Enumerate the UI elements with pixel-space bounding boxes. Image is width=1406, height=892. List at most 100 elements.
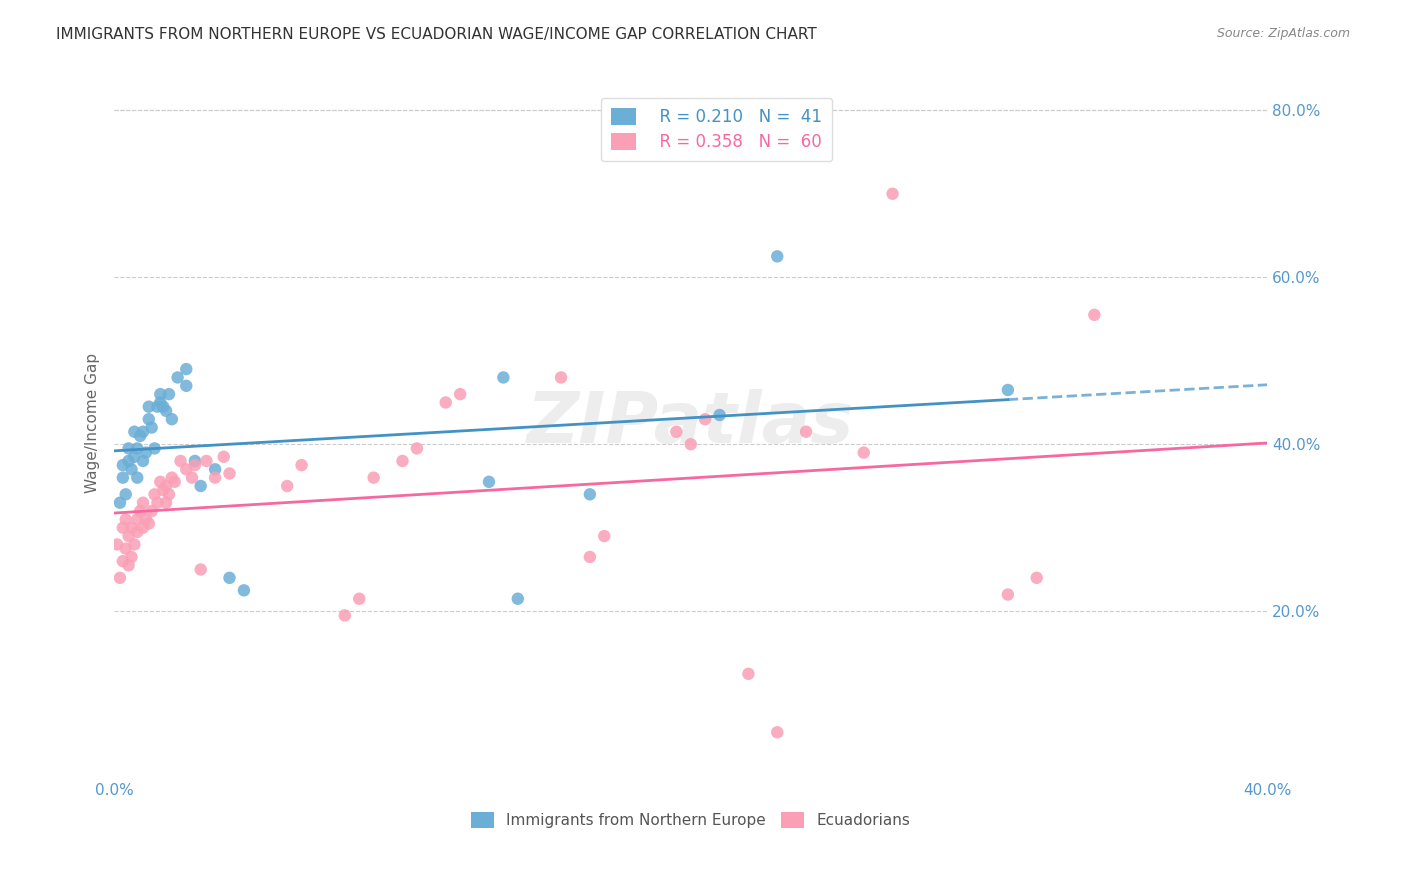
Point [132, 425, 155, 439]
Point [129, 504, 152, 518]
Point [141, 420, 163, 434]
Point [155, 404, 177, 418]
Point [111, 554, 134, 568]
Point [579, 487, 602, 501]
Point [127, 470, 149, 484]
Point [124, 537, 146, 551]
Point [141, 504, 163, 518]
Point [695, 412, 717, 426]
Point [449, 387, 471, 401]
Point [135, 512, 157, 526]
Point [163, 475, 186, 489]
Point [138, 516, 160, 531]
Point [160, 470, 183, 484]
Point [766, 249, 789, 263]
Point [204, 462, 226, 476]
Point [155, 479, 177, 493]
Point [166, 370, 188, 384]
Point [129, 429, 152, 443]
Text: Source: ZipAtlas.com: Source: ZipAtlas.com [1216, 27, 1350, 40]
Point [146, 496, 169, 510]
Point [478, 475, 501, 489]
Point [218, 467, 240, 481]
Point [111, 470, 134, 484]
Point [1025, 571, 1047, 585]
Point [184, 454, 207, 468]
Point [121, 462, 143, 476]
Point [127, 442, 149, 456]
Point [190, 479, 212, 493]
Y-axis label: Wage/Income Gap: Wage/Income Gap [86, 353, 100, 493]
Point [195, 454, 218, 468]
Point [174, 362, 197, 376]
Point [157, 487, 180, 501]
Point [737, 666, 759, 681]
Point [132, 521, 155, 535]
Point [114, 541, 136, 556]
Point [679, 437, 702, 451]
Point [108, 496, 131, 510]
Point [434, 395, 457, 409]
Point [111, 458, 134, 472]
Legend: Immigrants from Northern Europe, Ecuadorians: Immigrants from Northern Europe, Ecuador… [465, 806, 917, 834]
Point [232, 583, 254, 598]
Point [143, 487, 166, 501]
Point [550, 370, 572, 384]
Point [391, 454, 413, 468]
Point [149, 387, 172, 401]
Point [218, 571, 240, 585]
Point [579, 549, 602, 564]
Point [117, 529, 139, 543]
Point [117, 454, 139, 468]
Point [882, 186, 904, 201]
Point [121, 521, 143, 535]
Point [997, 383, 1019, 397]
Point [111, 521, 134, 535]
Point [204, 470, 226, 484]
Point [492, 370, 515, 384]
Point [152, 483, 174, 498]
Point [143, 442, 166, 456]
Text: IMMIGRANTS FROM NORTHERN EUROPE VS ECUADORIAN WAGE/INCOME GAP CORRELATION CHART: IMMIGRANTS FROM NORTHERN EUROPE VS ECUAD… [56, 27, 817, 42]
Point [138, 400, 160, 414]
Point [114, 512, 136, 526]
Point [160, 412, 183, 426]
Point [132, 454, 155, 468]
Point [709, 408, 731, 422]
Point [152, 400, 174, 414]
Point [157, 387, 180, 401]
Point [184, 458, 207, 472]
Point [146, 400, 169, 414]
Point [124, 450, 146, 464]
Point [121, 549, 143, 564]
Point [766, 725, 789, 739]
Point [506, 591, 529, 606]
Point [127, 524, 149, 539]
Point [333, 608, 356, 623]
Point [149, 475, 172, 489]
Point [349, 591, 371, 606]
Point [149, 395, 172, 409]
Point [190, 562, 212, 576]
Point [117, 558, 139, 573]
Point [117, 442, 139, 456]
Point [406, 442, 429, 456]
Point [852, 445, 875, 459]
Point [155, 496, 177, 510]
Point [181, 470, 204, 484]
Point [997, 588, 1019, 602]
Point [105, 537, 128, 551]
Point [363, 470, 385, 484]
Point [108, 571, 131, 585]
Point [135, 445, 157, 459]
Point [665, 425, 688, 439]
Text: ZIPatlas: ZIPatlas [527, 389, 855, 458]
Point [132, 496, 155, 510]
Point [212, 450, 235, 464]
Point [127, 512, 149, 526]
Point [138, 412, 160, 426]
Point [169, 454, 191, 468]
Point [124, 425, 146, 439]
Point [593, 529, 616, 543]
Point [794, 425, 817, 439]
